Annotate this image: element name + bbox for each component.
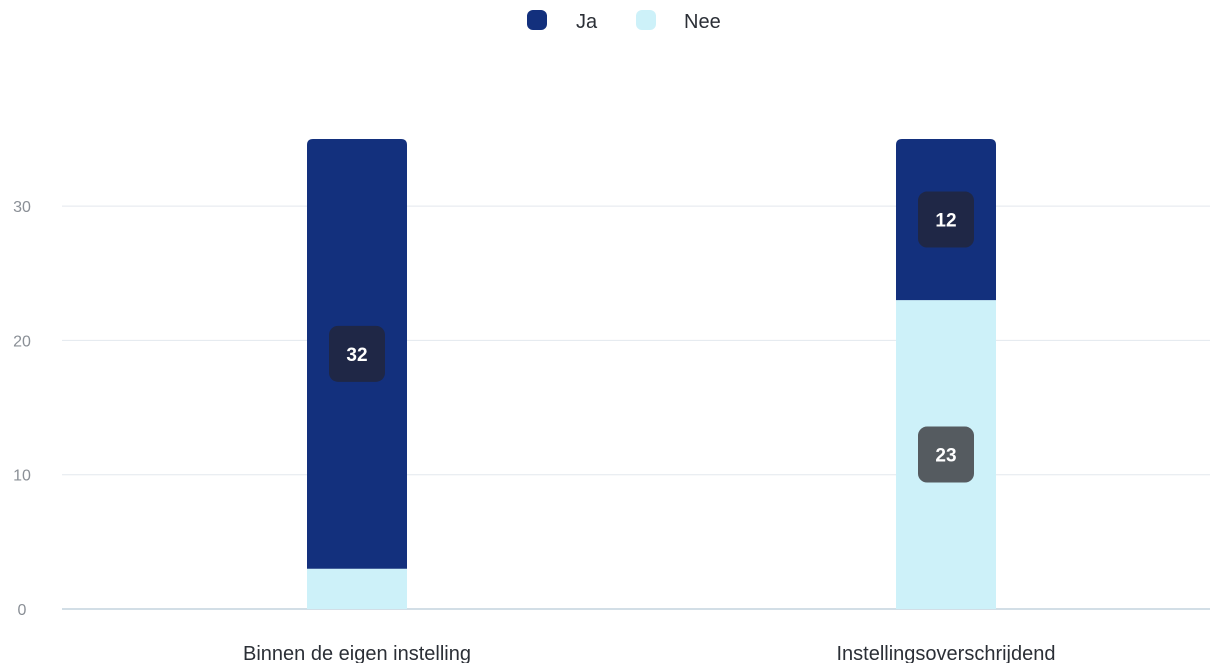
data-label: 12 — [935, 211, 956, 232]
y-tick-label: 30 — [13, 199, 31, 216]
y-tick-label: 20 — [13, 333, 31, 350]
legend-label-ja[interactable]: Ja — [576, 11, 598, 33]
y-tick-label: 10 — [13, 468, 31, 485]
y-tick-label: 0 — [18, 602, 27, 619]
x-tick-label: Instellingsoverschrijdend — [836, 643, 1055, 663]
legend-swatch-nee[interactable] — [636, 10, 656, 30]
data-label-bg — [329, 325, 385, 382]
bar-nee-1 — [307, 568, 407, 609]
legend-swatch-ja[interactable] — [527, 10, 547, 30]
data-label: 32 — [346, 345, 367, 366]
data-label-bg — [918, 426, 974, 483]
legend-label-nee[interactable]: Nee — [684, 11, 721, 33]
data-label-bg — [918, 191, 974, 248]
data-label: 23 — [935, 446, 956, 467]
x-tick-label: Binnen de eigen instelling — [243, 643, 471, 663]
